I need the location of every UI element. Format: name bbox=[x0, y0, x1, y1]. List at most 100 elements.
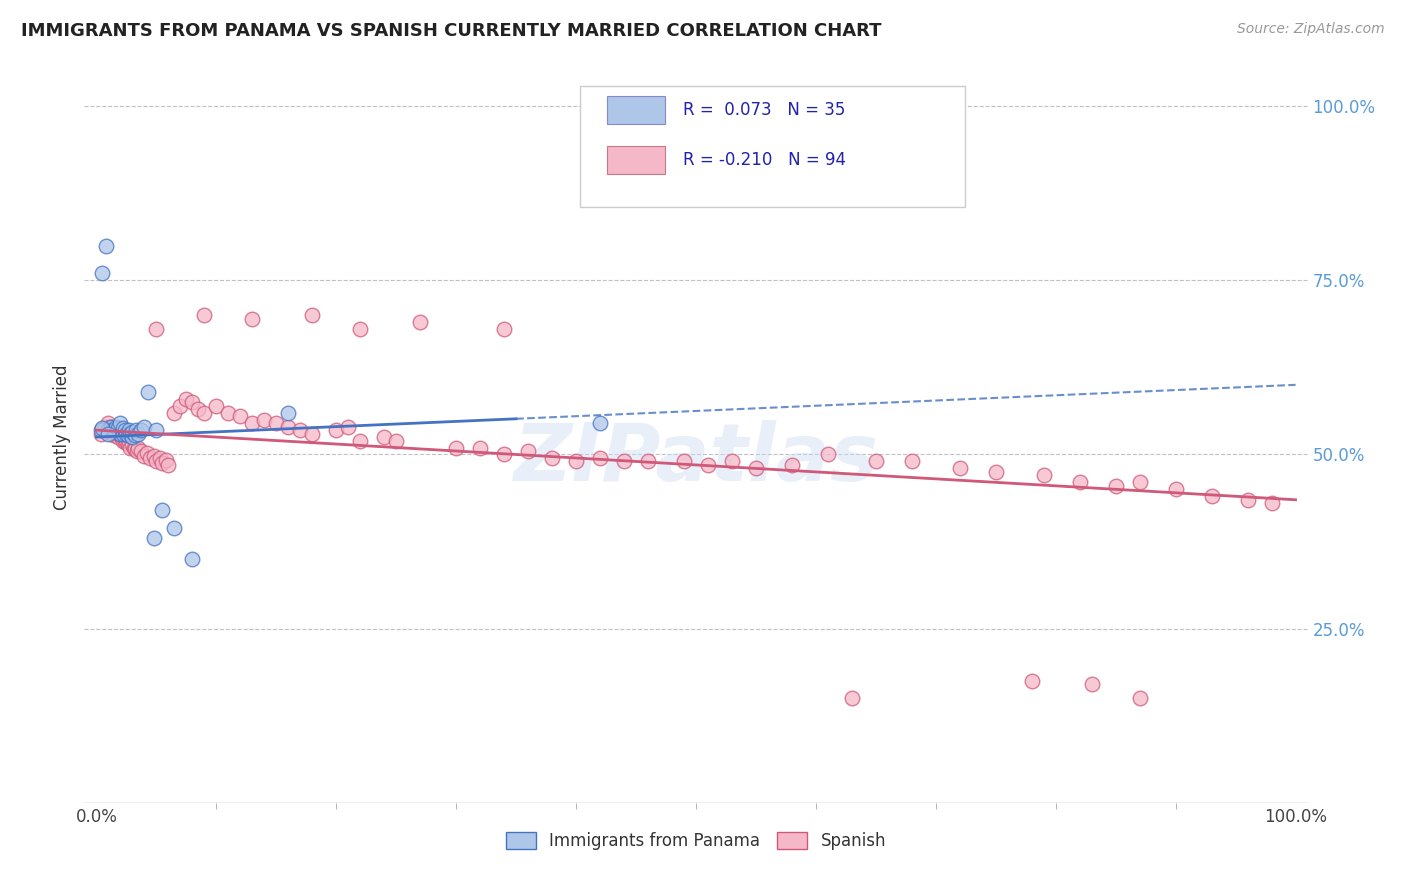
Point bbox=[193, 308, 215, 322]
Point bbox=[145, 454, 167, 468]
Point bbox=[240, 416, 263, 430]
Point bbox=[163, 521, 186, 535]
Text: R = -0.210   N = 94: R = -0.210 N = 94 bbox=[682, 151, 845, 169]
Point bbox=[745, 461, 768, 475]
Point bbox=[301, 308, 323, 322]
Point bbox=[253, 412, 276, 426]
Point bbox=[101, 423, 124, 437]
Point bbox=[589, 450, 612, 465]
Point bbox=[117, 437, 139, 451]
Point bbox=[103, 428, 125, 442]
FancyBboxPatch shape bbox=[606, 146, 665, 174]
Point bbox=[110, 416, 132, 430]
Point bbox=[349, 434, 371, 448]
Point bbox=[181, 395, 204, 409]
Text: ZIPatlas: ZIPatlas bbox=[513, 420, 879, 498]
Point bbox=[118, 426, 141, 441]
Point bbox=[901, 454, 924, 468]
Point bbox=[100, 423, 122, 437]
Point bbox=[90, 423, 112, 437]
Point bbox=[205, 399, 228, 413]
Point bbox=[150, 456, 173, 470]
Point bbox=[110, 426, 132, 441]
Point bbox=[613, 454, 636, 468]
Point bbox=[125, 423, 148, 437]
Point bbox=[110, 428, 132, 442]
Text: Source: ZipAtlas.com: Source: ZipAtlas.com bbox=[1237, 22, 1385, 37]
Point bbox=[114, 423, 136, 437]
Point bbox=[229, 409, 252, 424]
Point bbox=[494, 322, 516, 336]
Point bbox=[110, 430, 132, 444]
Point bbox=[1129, 475, 1152, 490]
Point bbox=[121, 437, 143, 451]
Point bbox=[127, 444, 149, 458]
Point bbox=[1164, 483, 1187, 497]
Point bbox=[494, 448, 516, 462]
Point bbox=[1129, 691, 1152, 706]
Point bbox=[142, 531, 165, 545]
Point bbox=[385, 434, 408, 448]
Point bbox=[91, 421, 114, 435]
Point bbox=[134, 419, 156, 434]
Point bbox=[468, 441, 491, 455]
Point bbox=[589, 416, 612, 430]
Point bbox=[949, 461, 972, 475]
Point bbox=[118, 423, 141, 437]
Point bbox=[264, 416, 287, 430]
Point bbox=[865, 454, 887, 468]
Point bbox=[193, 406, 215, 420]
Point bbox=[301, 426, 323, 441]
Point bbox=[107, 430, 129, 444]
Point bbox=[1032, 468, 1054, 483]
Point bbox=[124, 428, 146, 442]
Point bbox=[118, 441, 141, 455]
Point bbox=[290, 423, 312, 437]
Point bbox=[780, 458, 803, 472]
Point bbox=[97, 423, 120, 437]
Point bbox=[121, 425, 143, 440]
Point bbox=[174, 392, 197, 406]
Point bbox=[373, 430, 395, 444]
Point bbox=[111, 426, 134, 441]
Point bbox=[325, 423, 347, 437]
Point bbox=[697, 458, 720, 472]
Point bbox=[115, 434, 138, 448]
Point bbox=[145, 423, 167, 437]
Point bbox=[94, 238, 117, 252]
Point bbox=[129, 444, 152, 458]
Point bbox=[157, 458, 180, 472]
Point bbox=[565, 454, 588, 468]
Point bbox=[1069, 475, 1091, 490]
Point bbox=[517, 444, 540, 458]
Point bbox=[337, 419, 360, 434]
Point bbox=[1236, 492, 1258, 507]
Point bbox=[122, 441, 145, 455]
Point bbox=[841, 691, 863, 706]
Point bbox=[104, 419, 127, 434]
Point bbox=[721, 454, 744, 468]
Point bbox=[984, 465, 1007, 479]
Point bbox=[134, 449, 156, 463]
Point bbox=[240, 311, 263, 326]
FancyBboxPatch shape bbox=[579, 86, 965, 207]
Point bbox=[127, 441, 149, 455]
Point bbox=[349, 322, 371, 336]
Point bbox=[97, 416, 120, 430]
Point bbox=[637, 454, 659, 468]
Point bbox=[110, 423, 132, 437]
Point bbox=[127, 426, 149, 441]
Point bbox=[114, 434, 136, 449]
Y-axis label: Currently Married: Currently Married bbox=[53, 364, 72, 510]
Point bbox=[91, 266, 114, 280]
Point bbox=[1021, 673, 1043, 688]
Point bbox=[187, 402, 209, 417]
Point bbox=[277, 419, 299, 434]
Point bbox=[277, 406, 299, 420]
Point bbox=[121, 430, 143, 444]
Point bbox=[139, 450, 162, 465]
Point bbox=[181, 552, 204, 566]
Point bbox=[105, 426, 128, 441]
Point bbox=[142, 449, 165, 463]
Point bbox=[1105, 479, 1128, 493]
